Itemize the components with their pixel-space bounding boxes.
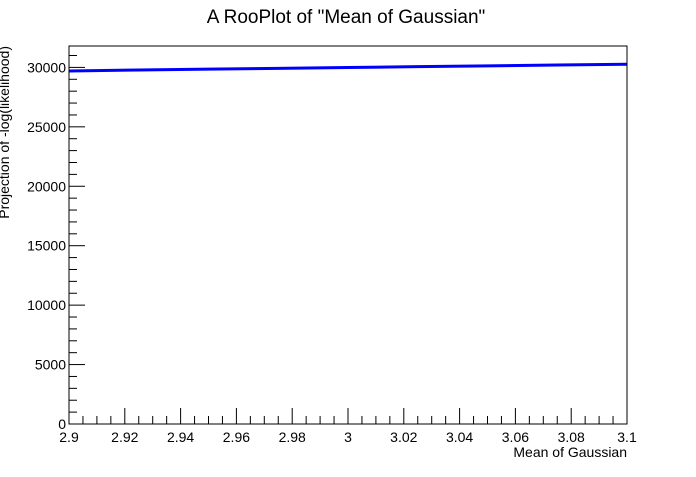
y-axis-ticks: 0 5000 10000 15000 20000 25000 30000 <box>27 55 85 432</box>
y-tick-label: 20000 <box>27 178 66 194</box>
series-layer <box>68 62 628 73</box>
x-tick-label: 3.02 <box>390 429 417 445</box>
plot-frame <box>68 45 628 425</box>
y-tick-label: 25000 <box>27 119 66 135</box>
y-tick-label: 10000 <box>27 297 66 313</box>
y-tick-label: 15000 <box>27 238 66 254</box>
x-axis-ticks: 2.9 2.92 2.94 2.96 2.98 3 3.02 3.04 3.06 3.08 3.1 <box>59 408 637 445</box>
y-tick-label: 5000 <box>35 357 66 373</box>
x-tick-label: 3 <box>344 429 352 445</box>
y-tick-label: 0 <box>58 416 66 432</box>
y-axis-title: Projection of -log(likelihood) <box>0 46 12 219</box>
x-tick-label: 3.06 <box>502 429 529 445</box>
x-tick-label: 2.9 <box>59 429 79 445</box>
y-tick-label: 30000 <box>27 59 66 75</box>
x-tick-label: 3.1 <box>617 429 637 445</box>
x-tick-label: 2.98 <box>279 429 306 445</box>
x-tick-label: 3.08 <box>558 429 585 445</box>
chart-title: A RooPlot of "Mean of Gaussian" <box>207 7 486 28</box>
x-tick-label: 2.92 <box>111 429 138 445</box>
x-axis-title: Mean of Gaussian <box>513 444 627 460</box>
x-tick-label: 2.94 <box>167 429 194 445</box>
x-tick-label: 2.96 <box>223 429 250 445</box>
series-line-0 <box>68 62 628 73</box>
x-tick-label: 3.04 <box>446 429 473 445</box>
